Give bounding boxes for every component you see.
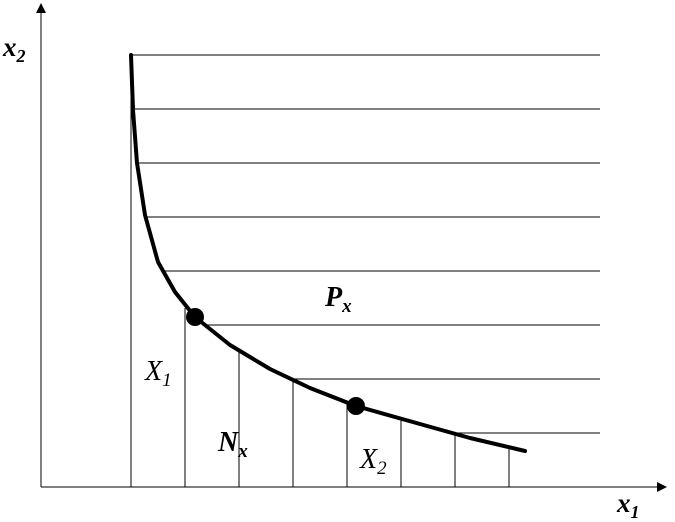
label-part: x	[2, 32, 17, 62]
label-part: x	[616, 488, 631, 518]
point-x2	[347, 397, 365, 415]
label-part: X	[359, 444, 378, 475]
label-part: N	[217, 427, 240, 458]
label-part: X	[144, 356, 163, 387]
point-x1	[186, 308, 204, 326]
label-part: 2	[16, 46, 26, 66]
label-part: x	[341, 296, 352, 317]
hatch-vertical	[130, 55, 510, 487]
label-nx: Nx	[217, 427, 248, 462]
label-x2: X2	[359, 444, 387, 479]
x-axis-label: x1	[616, 488, 640, 522]
label-part: P	[324, 282, 343, 313]
label-part: x	[237, 441, 248, 462]
hatch-horizontal	[131, 54, 600, 434]
label-x1: X1	[144, 356, 172, 391]
label-part: 2	[377, 458, 387, 479]
label-px: Px	[324, 282, 352, 317]
label-part: 1	[162, 370, 172, 391]
y-axis-label: x2	[2, 32, 26, 66]
indifference-curve	[129, 53, 527, 453]
label-part: 1	[631, 502, 640, 522]
